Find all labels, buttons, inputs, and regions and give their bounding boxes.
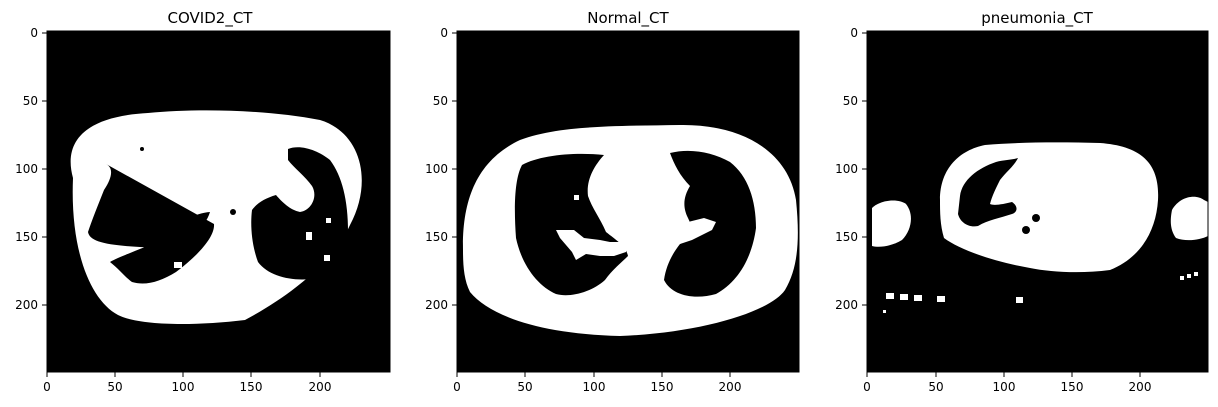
y-tick-label: 100 bbox=[425, 162, 448, 176]
lesion bbox=[306, 232, 312, 240]
y-axis: 0 50 100 150 200 bbox=[425, 26, 457, 312]
artifact bbox=[1180, 276, 1184, 280]
x-tick-label: 100 bbox=[993, 380, 1016, 394]
lesion bbox=[324, 255, 330, 261]
x-tick-label: 0 bbox=[453, 380, 461, 394]
x-axis: 0 50 100 150 200 bbox=[43, 372, 331, 394]
artifact bbox=[914, 295, 922, 301]
panel-covid: COVID2_CT 0 50 100 150 200 0 50 100 150 bbox=[15, 9, 391, 394]
y-tick-label: 150 bbox=[835, 230, 858, 244]
lung-marking bbox=[574, 195, 579, 200]
artifact bbox=[1187, 274, 1191, 278]
lesion bbox=[174, 262, 182, 268]
x-tick-label: 150 bbox=[651, 380, 674, 394]
x-tick-label: 200 bbox=[719, 380, 742, 394]
lesion bbox=[140, 147, 144, 151]
y-tick-label: 0 bbox=[850, 26, 858, 40]
artifact bbox=[1016, 297, 1023, 303]
y-tick-label: 150 bbox=[425, 230, 448, 244]
lung-marking bbox=[678, 218, 716, 244]
y-tick-label: 100 bbox=[15, 162, 38, 176]
x-tick-label: 150 bbox=[1061, 380, 1084, 394]
left-lung bbox=[88, 164, 215, 284]
ct-image bbox=[47, 31, 390, 372]
x-tick-label: 100 bbox=[583, 380, 606, 394]
left-arm bbox=[872, 200, 911, 247]
x-tick-label: 150 bbox=[240, 380, 263, 394]
ct-image bbox=[457, 31, 799, 372]
axes-frame bbox=[866, 30, 1209, 373]
left-lung bbox=[514, 153, 628, 296]
lesion bbox=[1022, 226, 1030, 234]
x-tick-label: 200 bbox=[1129, 380, 1152, 394]
lesion bbox=[326, 218, 331, 223]
y-tick-label: 50 bbox=[23, 94, 38, 108]
x-tick-label: 0 bbox=[43, 380, 51, 394]
artifact bbox=[886, 293, 894, 299]
right-arm bbox=[1170, 196, 1208, 241]
y-tick-label: 200 bbox=[835, 298, 858, 312]
panel-title: Normal_CT bbox=[587, 9, 669, 28]
x-axis: 0 50 100 150 200 bbox=[453, 372, 741, 394]
panel-title: COVID2_CT bbox=[168, 9, 254, 28]
panel-title: pneumonia_CT bbox=[981, 9, 1093, 28]
axes-frame bbox=[46, 30, 391, 373]
x-tick-label: 50 bbox=[107, 380, 122, 394]
right-lung bbox=[251, 147, 348, 280]
x-axis: 0 50 100 150 200 bbox=[863, 372, 1151, 394]
x-tick-label: 50 bbox=[517, 380, 532, 394]
y-tick-label: 200 bbox=[425, 298, 448, 312]
lesion bbox=[1032, 214, 1040, 222]
artifact bbox=[883, 310, 886, 313]
ct-image bbox=[867, 31, 1208, 372]
left-lung bbox=[958, 158, 1018, 227]
artifact bbox=[900, 294, 908, 300]
x-tick-label: 200 bbox=[309, 380, 332, 394]
y-axis: 0 50 100 150 200 bbox=[835, 26, 867, 312]
x-tick-label: 50 bbox=[928, 380, 943, 394]
y-tick-label: 100 bbox=[835, 162, 858, 176]
y-tick-label: 50 bbox=[843, 94, 858, 108]
lesion bbox=[230, 209, 236, 215]
panel-normal: Normal_CT 0 50 100 150 200 0 50 100 150 … bbox=[425, 9, 800, 394]
lung-marking bbox=[556, 230, 626, 260]
x-tick-label: 100 bbox=[172, 380, 195, 394]
y-tick-label: 150 bbox=[15, 230, 38, 244]
artifact bbox=[937, 296, 945, 302]
x-tick-label: 0 bbox=[863, 380, 871, 394]
y-tick-label: 0 bbox=[30, 26, 38, 40]
y-axis: 0 50 100 150 200 bbox=[15, 26, 47, 312]
y-tick-label: 50 bbox=[433, 94, 448, 108]
panel-pneumonia: pneumonia_CT 0 50 100 150 200 bbox=[835, 9, 1209, 394]
artifact bbox=[1194, 272, 1198, 276]
y-tick-label: 200 bbox=[15, 298, 38, 312]
y-tick-label: 0 bbox=[440, 26, 448, 40]
axes-frame bbox=[456, 30, 800, 373]
